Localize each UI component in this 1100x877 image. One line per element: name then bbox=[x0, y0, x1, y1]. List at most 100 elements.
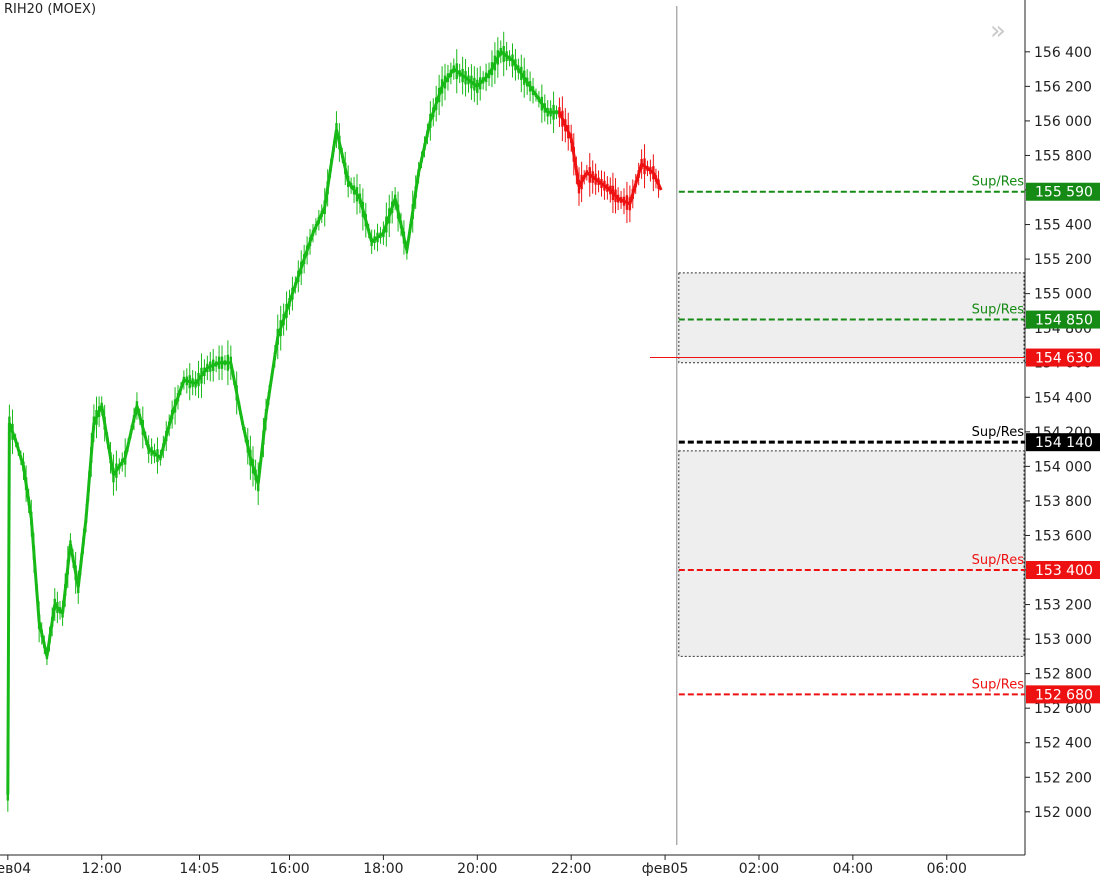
candle-body bbox=[385, 216, 388, 233]
double-chevron-right-icon[interactable]: » bbox=[990, 16, 1006, 46]
candle-body bbox=[294, 282, 297, 288]
candle-body bbox=[508, 55, 511, 61]
candle-body bbox=[92, 416, 96, 430]
candle-body bbox=[420, 157, 423, 163]
x-tick-label: 12:00 bbox=[82, 861, 122, 877]
candle-body bbox=[388, 208, 391, 224]
candle-body bbox=[115, 463, 118, 478]
candle-body bbox=[625, 195, 629, 210]
candle-body bbox=[414, 186, 417, 199]
candle-body bbox=[106, 437, 109, 444]
candle-body bbox=[654, 175, 658, 182]
candle-body bbox=[572, 146, 575, 162]
candle-body bbox=[470, 75, 473, 89]
y-tick-label: 156 400 bbox=[1034, 45, 1092, 61]
candle-body bbox=[121, 458, 124, 466]
candle-body bbox=[282, 313, 285, 326]
candle-body bbox=[129, 429, 133, 434]
candle-body bbox=[308, 237, 312, 247]
candle-body bbox=[467, 75, 470, 85]
candle-body bbox=[194, 379, 197, 388]
candle-body bbox=[305, 245, 309, 256]
candle-body bbox=[594, 173, 597, 185]
candle-body bbox=[6, 788, 10, 801]
candle-body bbox=[249, 449, 252, 466]
candle-body bbox=[112, 467, 115, 483]
x-tick-label: 14:05 bbox=[179, 861, 219, 877]
candle-body bbox=[511, 54, 514, 67]
candle-body bbox=[329, 165, 332, 172]
candle-body bbox=[546, 108, 549, 117]
candle-body bbox=[185, 376, 189, 386]
level-price-badge-0 bbox=[1026, 182, 1100, 201]
candle-body bbox=[390, 201, 394, 213]
candle-body bbox=[69, 540, 72, 548]
candle-body bbox=[264, 409, 268, 421]
candle-body bbox=[643, 158, 646, 175]
level-price-badge-2 bbox=[1026, 348, 1100, 367]
candle-body bbox=[464, 71, 467, 85]
y-tick-label: 152 200 bbox=[1034, 770, 1092, 786]
candle-body bbox=[499, 47, 502, 56]
candle-body bbox=[619, 196, 623, 203]
series-price-down bbox=[558, 96, 663, 224]
candle-body bbox=[525, 77, 529, 87]
y-tick-label: 152 000 bbox=[1034, 805, 1092, 821]
candle-body bbox=[323, 200, 326, 215]
candle-body bbox=[214, 361, 218, 367]
candle-body bbox=[109, 452, 112, 464]
candle-body bbox=[138, 414, 142, 420]
candle-body bbox=[19, 455, 23, 461]
candle-body bbox=[288, 297, 291, 307]
candle-body bbox=[449, 69, 453, 78]
series-price bbox=[6, 31, 560, 812]
candle-body bbox=[603, 180, 606, 191]
y-tick-label: 152 600 bbox=[1034, 701, 1092, 717]
candle-body bbox=[153, 450, 156, 457]
candle-body bbox=[461, 68, 464, 83]
candle-body bbox=[162, 443, 165, 451]
candle-body bbox=[144, 436, 147, 441]
candle-body bbox=[631, 188, 635, 199]
x-tick-label: 18:00 bbox=[363, 861, 403, 877]
candle-body bbox=[300, 261, 303, 274]
level-label-5: Sup/Res bbox=[972, 677, 1025, 692]
candle-body bbox=[150, 446, 153, 456]
candle-body bbox=[165, 430, 168, 442]
y-tick-label: 154 000 bbox=[1034, 459, 1092, 475]
candle-body bbox=[45, 653, 49, 660]
candle-body bbox=[622, 196, 626, 206]
x-tick-label: 04:00 bbox=[833, 861, 873, 877]
candle-body bbox=[614, 189, 617, 202]
candle-body bbox=[481, 77, 485, 84]
y-tick-label: 152 400 bbox=[1034, 736, 1092, 752]
candle-body bbox=[616, 194, 620, 203]
level-price-badge-1 bbox=[1026, 310, 1100, 329]
candle-body bbox=[382, 229, 385, 238]
candle-body bbox=[458, 70, 461, 77]
candle-body bbox=[408, 228, 412, 234]
candle-body bbox=[484, 72, 488, 83]
candle-body bbox=[246, 439, 249, 453]
candle-body bbox=[182, 376, 186, 384]
candle-body bbox=[531, 86, 535, 96]
candle-body bbox=[646, 165, 649, 171]
y-tick-label: 155 400 bbox=[1034, 218, 1092, 234]
candle-body bbox=[399, 220, 403, 229]
candle-body bbox=[197, 372, 200, 387]
candle-body bbox=[609, 185, 612, 195]
candle-body bbox=[476, 79, 479, 93]
candle-body bbox=[370, 237, 373, 246]
candle-body bbox=[179, 386, 183, 391]
zone-1 bbox=[678, 450, 1025, 657]
candle-body bbox=[379, 232, 382, 239]
candle-body bbox=[505, 51, 508, 62]
candle-body bbox=[188, 375, 191, 389]
candle-body bbox=[561, 110, 564, 127]
candle-body bbox=[64, 584, 67, 597]
candle-body bbox=[367, 228, 370, 234]
candle-body bbox=[317, 216, 321, 224]
candle-body bbox=[87, 481, 90, 492]
level-price-value-1: 154 850 bbox=[1035, 313, 1093, 329]
